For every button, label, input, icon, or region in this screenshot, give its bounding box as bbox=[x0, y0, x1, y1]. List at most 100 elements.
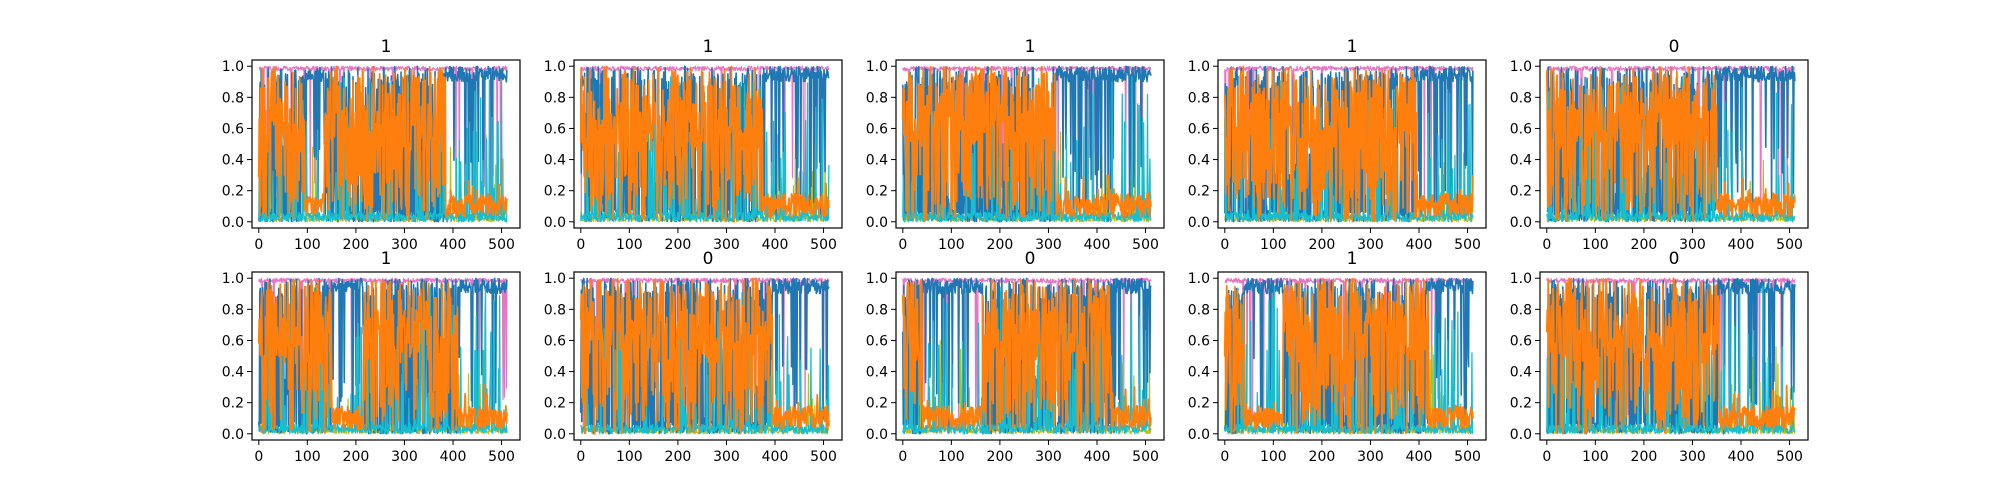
plot-area bbox=[579, 277, 830, 435]
subplot-5: 0 100 200 300 400 500 0.0 0.2 0.4 0.6 0.8 1.0 0 bbox=[1510, 37, 1809, 253]
axes-frame bbox=[573, 271, 843, 441]
series-orange-line bbox=[257, 278, 508, 434]
subplot-title: 1 bbox=[1347, 249, 1358, 269]
y-tick-label: 1.0 bbox=[544, 59, 566, 75]
subplot-title: 0 bbox=[1669, 249, 1680, 269]
axes-frame bbox=[1539, 59, 1809, 229]
series-orange-line bbox=[579, 65, 830, 223]
x-tick-label: 0 bbox=[1220, 237, 1229, 253]
y-tick-label: 0.0 bbox=[866, 215, 888, 231]
y-tick-label: 0.4 bbox=[222, 153, 244, 169]
subplot-1: 0 100 200 300 400 500 0.0 0.2 0.4 0.6 0.8 1.0 1 bbox=[222, 37, 521, 253]
x-tick-label: 100 bbox=[1260, 449, 1287, 465]
x-tick-label: 300 bbox=[391, 449, 418, 465]
y-tick-label: 0.6 bbox=[544, 333, 566, 349]
series-orange-line bbox=[1545, 66, 1796, 223]
y-tick-label: 1.0 bbox=[866, 271, 888, 287]
y-tick-label: 0.4 bbox=[1188, 153, 1210, 169]
x-tick-label: 200 bbox=[987, 237, 1014, 253]
subplot-7: 0 100 200 300 400 500 0.0 0.2 0.4 0.6 0.8 1.0 0 bbox=[544, 249, 843, 465]
series-cyan-line bbox=[580, 76, 830, 223]
subplot-title: 1 bbox=[381, 249, 392, 269]
x-tick-label: 300 bbox=[1679, 237, 1706, 253]
x-tick-label: 0 bbox=[576, 237, 585, 253]
y-tick-label: 0.6 bbox=[1510, 121, 1532, 137]
y-tick-label: 0.6 bbox=[222, 333, 244, 349]
plot-area bbox=[579, 65, 830, 223]
axes-frame bbox=[1539, 271, 1809, 441]
y-tick-label: 1.0 bbox=[866, 59, 888, 75]
x-tick-label: 100 bbox=[616, 237, 643, 253]
series-blue-line bbox=[1224, 65, 1474, 223]
axes-frame bbox=[1217, 271, 1487, 441]
subplot-title: 0 bbox=[1025, 249, 1036, 269]
y-tick-label: 1.0 bbox=[222, 59, 244, 75]
plot-area bbox=[1545, 65, 1796, 223]
plot-area bbox=[257, 65, 508, 223]
y-tick-label: 0.4 bbox=[544, 365, 566, 381]
x-tick-label: 300 bbox=[1679, 449, 1706, 465]
x-tick-label: 500 bbox=[1776, 449, 1803, 465]
x-tick-label: 0 bbox=[254, 449, 263, 465]
y-tick-label: 0.6 bbox=[1188, 333, 1210, 349]
x-tick-label: 100 bbox=[1582, 449, 1609, 465]
plot-area bbox=[901, 277, 1152, 435]
y-tick-label: 0.2 bbox=[222, 184, 244, 200]
series-orange-line bbox=[1223, 277, 1474, 435]
y-tick-label: 0.2 bbox=[1510, 184, 1532, 200]
x-tick-label: 400 bbox=[1728, 449, 1755, 465]
subplot-2: 0 100 200 300 400 500 0.0 0.2 0.4 0.6 0.8 1.0 1 bbox=[544, 37, 843, 253]
y-tick-label: 0.8 bbox=[866, 90, 888, 106]
axes-frame bbox=[251, 271, 521, 441]
y-tick-label: 0.0 bbox=[866, 427, 888, 443]
axes-frame bbox=[251, 59, 521, 229]
x-tick-label: 500 bbox=[488, 237, 515, 253]
y-tick-label: 0.0 bbox=[222, 215, 244, 231]
plot-area bbox=[1223, 277, 1474, 435]
x-tick-label: 400 bbox=[762, 237, 789, 253]
y-tick-label: 0.6 bbox=[1510, 333, 1532, 349]
y-tick-label: 0.8 bbox=[866, 302, 888, 318]
y-tick-label: 0.2 bbox=[544, 396, 566, 412]
x-tick-label: 500 bbox=[810, 449, 837, 465]
y-tick-label: 0.8 bbox=[1510, 302, 1532, 318]
x-tick-label: 200 bbox=[665, 237, 692, 253]
y-tick-label: 1.0 bbox=[1510, 59, 1532, 75]
x-tick-label: 100 bbox=[294, 449, 321, 465]
series-orange-line bbox=[1545, 277, 1796, 435]
y-tick-label: 0.4 bbox=[1510, 365, 1532, 381]
y-tick-label: 0.4 bbox=[1188, 365, 1210, 381]
subplot-4: 0 100 200 300 400 500 0.0 0.2 0.4 0.6 0.8 1.0 1 bbox=[1188, 37, 1487, 253]
axes-frame bbox=[573, 59, 843, 229]
plot-area bbox=[901, 65, 1152, 223]
y-tick-label: 0.0 bbox=[544, 427, 566, 443]
x-tick-label: 100 bbox=[938, 237, 965, 253]
x-tick-label: 100 bbox=[616, 449, 643, 465]
x-tick-label: 400 bbox=[1084, 449, 1111, 465]
y-tick-label: 0.2 bbox=[866, 184, 888, 200]
subplot-10: 0 100 200 300 400 500 0.0 0.2 0.4 0.6 0.8 1.0 0 bbox=[1510, 249, 1809, 465]
y-tick-label: 0.2 bbox=[1188, 184, 1210, 200]
x-tick-label: 200 bbox=[343, 237, 370, 253]
series-cyan-line bbox=[902, 75, 1152, 223]
x-tick-label: 400 bbox=[1084, 237, 1111, 253]
y-tick-label: 0.0 bbox=[1510, 427, 1532, 443]
y-tick-label: 0.8 bbox=[544, 90, 566, 106]
y-tick-label: 0.8 bbox=[222, 90, 244, 106]
y-tick-label: 0.4 bbox=[866, 365, 888, 381]
y-tick-label: 0.0 bbox=[1188, 427, 1210, 443]
y-tick-label: 0.0 bbox=[1188, 215, 1210, 231]
y-tick-label: 0.8 bbox=[222, 302, 244, 318]
series-cyan-line bbox=[1546, 285, 1796, 435]
y-tick-label: 0.4 bbox=[544, 153, 566, 169]
x-tick-label: 0 bbox=[576, 449, 585, 465]
x-tick-label: 500 bbox=[488, 449, 515, 465]
y-tick-label: 0.2 bbox=[1188, 396, 1210, 412]
x-tick-label: 300 bbox=[391, 237, 418, 253]
y-tick-label: 0.8 bbox=[1188, 302, 1210, 318]
y-tick-label: 0.0 bbox=[544, 215, 566, 231]
subplot-title: 0 bbox=[703, 249, 714, 269]
series-orange-line bbox=[901, 277, 1152, 434]
x-tick-label: 0 bbox=[898, 449, 907, 465]
x-tick-label: 400 bbox=[440, 449, 467, 465]
